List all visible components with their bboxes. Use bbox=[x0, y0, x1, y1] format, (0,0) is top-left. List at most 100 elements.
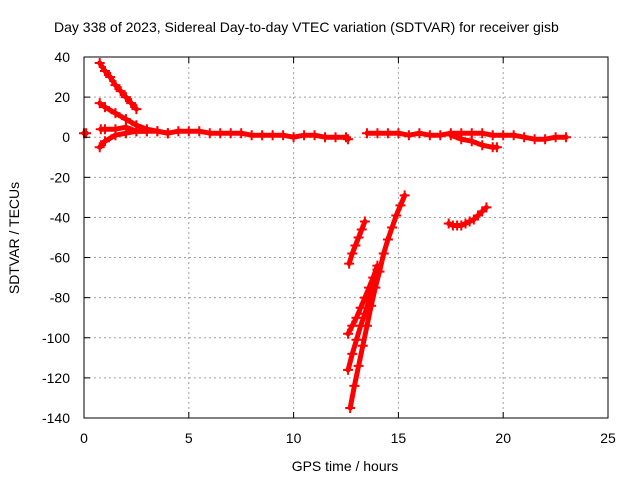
data-point bbox=[374, 266, 385, 277]
data-point bbox=[466, 136, 477, 147]
data-point bbox=[236, 128, 247, 139]
y-tick-label: -100 bbox=[42, 330, 70, 346]
data-point bbox=[350, 240, 361, 251]
y-tick-label: -60 bbox=[50, 250, 70, 266]
data-point bbox=[355, 302, 366, 313]
x-tick-label: 5 bbox=[185, 430, 193, 446]
data-point bbox=[194, 126, 205, 137]
data-point bbox=[309, 130, 320, 141]
data-point bbox=[356, 224, 367, 235]
data-point bbox=[456, 134, 467, 145]
data-point bbox=[99, 66, 110, 77]
data-point bbox=[183, 126, 194, 137]
data-point bbox=[353, 232, 364, 243]
data-point bbox=[288, 132, 299, 143]
x-tick-label: 25 bbox=[600, 430, 616, 446]
data-track-7 bbox=[344, 216, 370, 269]
data-point bbox=[99, 124, 110, 135]
data-point bbox=[344, 258, 355, 269]
y-axis-label: SDTVAR / TECUs bbox=[6, 182, 22, 294]
data-point bbox=[278, 130, 289, 141]
data-point bbox=[246, 130, 257, 141]
data-point bbox=[498, 130, 509, 141]
y-tick-label: 0 bbox=[62, 129, 70, 145]
data-point bbox=[110, 80, 121, 91]
data-point bbox=[481, 202, 492, 213]
data-point bbox=[320, 132, 331, 143]
data-point bbox=[508, 130, 519, 141]
data-point bbox=[131, 104, 142, 115]
data-track-10 bbox=[345, 190, 410, 413]
data-point bbox=[173, 126, 184, 137]
data-point bbox=[330, 132, 341, 143]
data-point bbox=[343, 364, 354, 375]
data-point bbox=[529, 134, 540, 145]
data-point bbox=[359, 216, 370, 227]
x-tick-label: 0 bbox=[80, 430, 88, 446]
data-point bbox=[347, 320, 358, 331]
y-tick-label: -80 bbox=[50, 290, 70, 306]
data-point bbox=[353, 360, 364, 371]
data-point bbox=[540, 134, 551, 145]
data-track-0 bbox=[94, 58, 142, 115]
data-point bbox=[110, 124, 121, 135]
data-point bbox=[550, 132, 561, 143]
data-point bbox=[267, 130, 278, 141]
data-point bbox=[361, 128, 372, 139]
data-point bbox=[94, 98, 105, 109]
data-point bbox=[105, 72, 116, 83]
y-tick-label: -120 bbox=[42, 370, 70, 386]
data-point bbox=[141, 126, 152, 137]
data-point bbox=[357, 340, 368, 351]
y-tick-label: -140 bbox=[42, 410, 70, 426]
data-point bbox=[445, 130, 456, 141]
data-point bbox=[393, 128, 404, 139]
data-point bbox=[487, 130, 498, 141]
x-tick-label: 15 bbox=[391, 430, 407, 446]
plot-frame bbox=[83, 56, 609, 419]
data-point bbox=[370, 282, 381, 293]
data-point bbox=[561, 132, 572, 143]
data-point bbox=[477, 140, 488, 151]
data-point bbox=[120, 122, 131, 133]
data-point bbox=[351, 312, 362, 323]
data-point bbox=[204, 128, 215, 139]
data-point bbox=[343, 134, 354, 145]
data-point bbox=[349, 380, 360, 391]
data-point bbox=[126, 98, 137, 109]
x-tick-label: 10 bbox=[286, 430, 302, 446]
x-tick-label: 20 bbox=[495, 430, 511, 446]
data-point bbox=[94, 142, 105, 153]
data-point bbox=[395, 200, 406, 211]
data-track-4 bbox=[95, 122, 354, 145]
data-point bbox=[477, 128, 488, 139]
data-point bbox=[110, 108, 121, 119]
data-point bbox=[387, 222, 398, 233]
data-point bbox=[99, 102, 110, 113]
data-point bbox=[424, 130, 435, 141]
chart-title: Day 338 of 2023, Sidereal Day-to-day VTE… bbox=[54, 19, 559, 35]
data-points bbox=[79, 58, 572, 413]
data-point bbox=[131, 126, 142, 137]
data-track-11 bbox=[443, 202, 492, 231]
y-tick-label: -20 bbox=[50, 169, 70, 185]
data-point bbox=[403, 130, 414, 141]
data-point bbox=[435, 130, 446, 141]
data-point bbox=[299, 130, 310, 141]
data-point bbox=[351, 334, 362, 345]
x-axis-label: GPS time / hours bbox=[292, 458, 399, 474]
data-point bbox=[519, 132, 530, 143]
data-point bbox=[81, 128, 92, 139]
data-track-6 bbox=[445, 130, 502, 153]
data-point bbox=[115, 86, 126, 97]
data-point bbox=[391, 210, 402, 221]
data-point bbox=[491, 142, 502, 153]
y-tick-label: 40 bbox=[54, 49, 70, 65]
data-point bbox=[120, 92, 131, 103]
data-point bbox=[347, 348, 358, 359]
data-point bbox=[99, 136, 110, 147]
data-point bbox=[378, 248, 389, 259]
data-point bbox=[152, 126, 163, 137]
data-point bbox=[382, 234, 393, 245]
